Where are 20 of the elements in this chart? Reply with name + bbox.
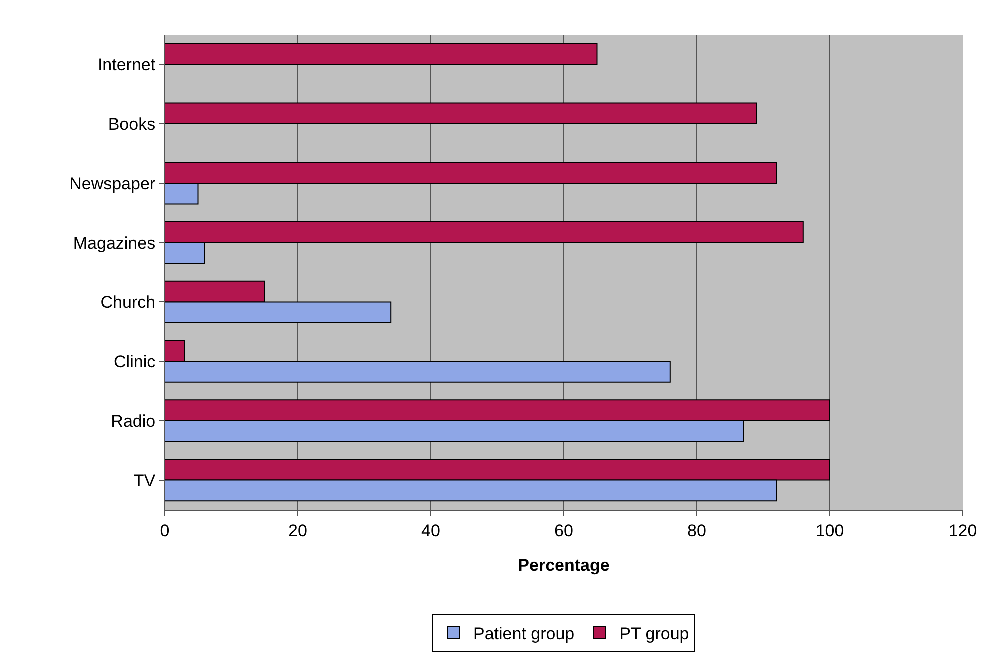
x-tick-label: 80 bbox=[688, 521, 706, 540]
x-tick-label: 100 bbox=[816, 521, 844, 540]
y-tick-label: Books bbox=[108, 115, 156, 134]
x-tick-label: 0 bbox=[160, 521, 170, 540]
x-axis-title: Percentage bbox=[518, 556, 610, 575]
y-tick-label: Church bbox=[100, 293, 156, 312]
x-tick-label: 20 bbox=[288, 521, 308, 540]
x-tick-label: 60 bbox=[554, 521, 574, 540]
y-tick-label: Internet bbox=[98, 56, 156, 75]
bar bbox=[165, 102, 758, 125]
legend-label: Patient group bbox=[474, 624, 575, 644]
y-tick-label: TV bbox=[134, 471, 156, 490]
y-tick-label: Clinic bbox=[114, 352, 156, 372]
y-tick-label: Radio bbox=[111, 412, 156, 431]
x-tick-label: 120 bbox=[948, 521, 978, 540]
y-tick-label: Newspaper bbox=[70, 174, 156, 194]
x-tick-label: 40 bbox=[422, 521, 440, 540]
bar bbox=[165, 43, 598, 66]
legend-label: PT group bbox=[620, 624, 690, 644]
y-tick-label: Magazines bbox=[73, 234, 156, 253]
